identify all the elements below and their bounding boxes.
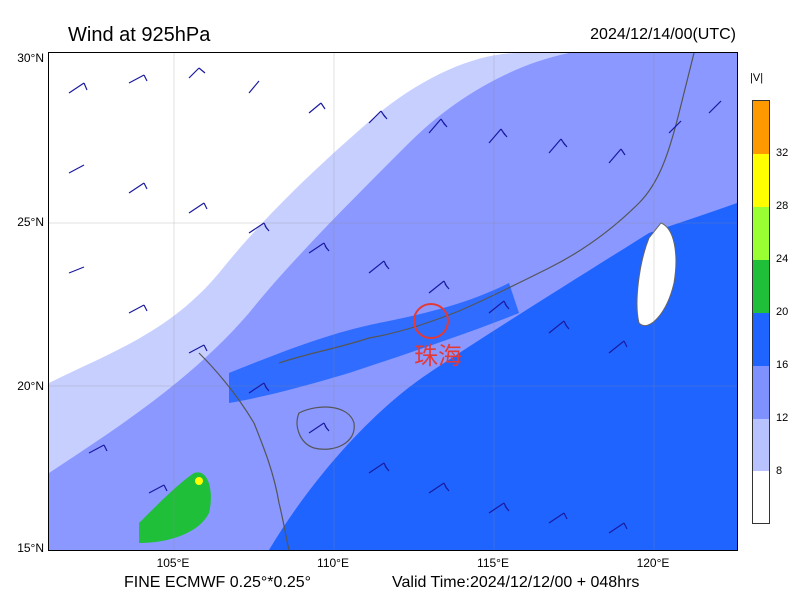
- valid-time: Valid Time:2024/12/12/00 + 048hrs: [392, 574, 640, 591]
- lat-label-15: 15°N: [17, 541, 44, 555]
- colorbar-swatch: [753, 419, 769, 471]
- taiwan-island: [636, 222, 677, 326]
- colorbar-tick: 32: [776, 147, 789, 159]
- lat-label-30: 30°N: [17, 51, 44, 65]
- wind-speed-band-green: [139, 472, 211, 543]
- colorbar-swatch: [753, 101, 769, 154]
- lon-label-110: 110°E: [317, 556, 349, 570]
- colorbar-tick: 28: [776, 200, 789, 212]
- model-resolution: FINE ECMWF 0.25°*0.25°: [124, 574, 312, 591]
- lon-label-115: 115°E: [477, 556, 509, 570]
- colorbar-unit: |V|: [750, 72, 764, 84]
- hainan-island: [296, 406, 355, 450]
- colorbar-swatch: [753, 471, 769, 523]
- wind-speed-band-strong: [269, 203, 737, 550]
- lon-label-120: 120°E: [636, 556, 670, 570]
- lat-label-20: 20°N: [17, 379, 44, 393]
- chart-title: Wind at 925hPa: [68, 24, 211, 46]
- colorbar-tick: 16: [776, 359, 789, 371]
- wind-map: [48, 52, 738, 551]
- colorbar-swatch: [753, 313, 769, 366]
- coastline: [278, 53, 695, 364]
- colorbar-swatch: [753, 207, 769, 260]
- lat-label-25: 25°N: [17, 215, 44, 229]
- zhuhai-marker: [413, 303, 449, 339]
- colorbar-tick: 24: [776, 253, 789, 265]
- colorbar: [752, 100, 770, 524]
- lon-label-105: 105°E: [156, 556, 190, 570]
- colorbar-tick: 8: [776, 465, 783, 477]
- colorbar-swatch: [753, 366, 769, 419]
- forecast-datetime: 2024/12/14/00(UTC): [590, 26, 736, 43]
- colorbar-swatch: [753, 154, 769, 207]
- colorbar-tick: 12: [776, 412, 789, 424]
- wind-map-canvas: [49, 53, 737, 550]
- zhuhai-label: 珠海: [414, 342, 462, 370]
- wind-barbs: [68, 67, 722, 534]
- colorbar-swatch: [753, 260, 769, 313]
- colorbar-tick: 20: [776, 306, 789, 318]
